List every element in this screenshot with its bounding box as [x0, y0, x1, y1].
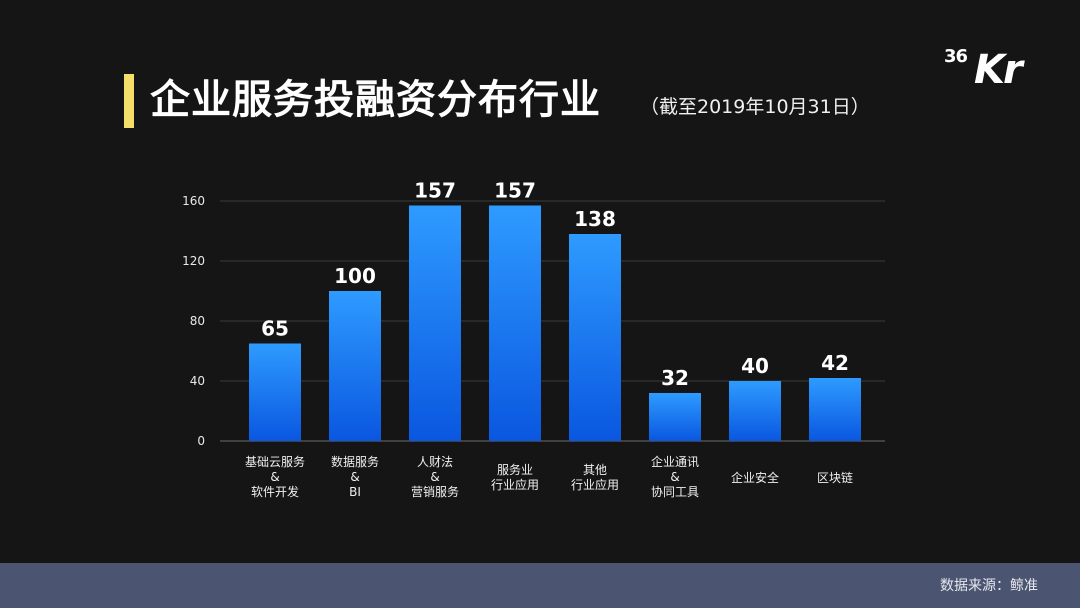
bar — [569, 234, 621, 441]
data-label: 157 — [414, 179, 456, 203]
data-label: 65 — [261, 317, 289, 341]
x-tick-label: 其他 — [583, 463, 607, 477]
x-tick-label: 企业安全 — [731, 470, 779, 485]
y-tick-label: 0 — [197, 434, 205, 448]
y-tick-label: 40 — [190, 374, 205, 388]
data-label: 100 — [334, 264, 376, 288]
logo-36-text: 36 — [944, 46, 968, 67]
x-tick-label: 行业应用 — [571, 477, 619, 492]
bar — [809, 378, 861, 441]
x-tick-label: 区块链 — [817, 470, 853, 485]
x-tick-label: 服务业 — [497, 462, 533, 477]
page-subtitle: （截至2019年10月31日） — [640, 96, 870, 118]
data-label: 138 — [574, 207, 616, 231]
title-accent-bar — [124, 74, 134, 128]
x-tick-label: & — [350, 470, 359, 484]
x-tick-label: 行业应用 — [491, 477, 539, 492]
x-tick-label: & — [670, 470, 679, 484]
bar-layer — [249, 205, 861, 441]
x-tick-label: & — [430, 470, 439, 484]
bar — [489, 205, 541, 441]
data-label: 42 — [821, 351, 849, 375]
bar — [249, 343, 301, 441]
bar — [729, 381, 781, 441]
logo-kr-text: Kr — [974, 47, 1023, 93]
y-tick-label: 160 — [182, 194, 205, 208]
x-tick-label: 人财法 — [417, 455, 453, 469]
x-tick-label: 企业通讯 — [651, 454, 699, 469]
bar — [409, 205, 461, 441]
x-tick-label: 协同工具 — [651, 484, 699, 499]
footer-bar: 数据来源：鲸准 — [0, 563, 1080, 608]
x-tick-label: 数据服务 — [331, 454, 379, 469]
page-title: 企业服务投融资分布行业 — [150, 77, 601, 123]
bar — [649, 393, 701, 441]
data-source: 数据来源：鲸准 — [940, 578, 1038, 594]
data-label: 32 — [661, 366, 689, 390]
x-tick-label: BI — [349, 485, 361, 499]
x-tick-label: 营销服务 — [411, 484, 459, 499]
data-label: 40 — [741, 354, 769, 378]
label-layer: 65基础云服务&软件开发100数据服务&BI157人财法&营销服务157服务业行… — [245, 179, 853, 500]
y-tick-label: 120 — [182, 254, 205, 268]
y-tick-label: 80 — [190, 314, 205, 328]
brand-logo: 36 Kr — [944, 42, 1034, 98]
data-label: 157 — [494, 179, 536, 203]
x-tick-label: 基础云服务 — [245, 454, 305, 469]
x-tick-label: 软件开发 — [251, 484, 299, 499]
x-tick-label: & — [270, 470, 279, 484]
bar — [329, 291, 381, 441]
